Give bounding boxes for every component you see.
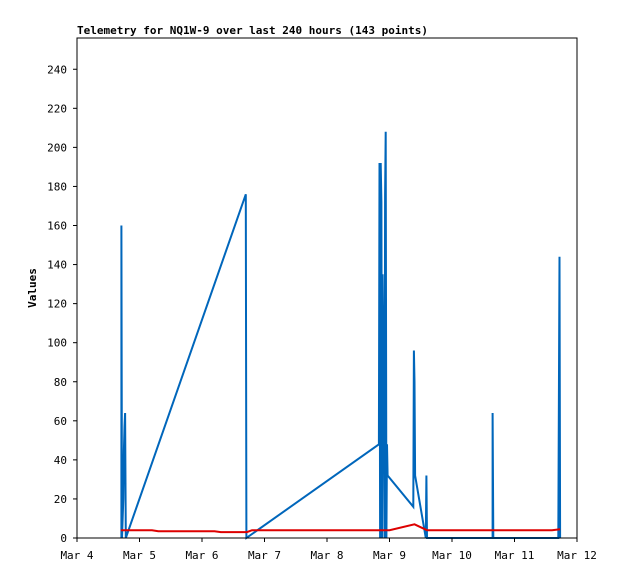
x-tick-label: Mar 10 [432, 549, 472, 562]
y-tick-label: 180 [47, 180, 67, 193]
plot-frame [76, 37, 578, 539]
y-tick-label: 40 [54, 454, 67, 467]
y-tick-label: 100 [47, 337, 67, 350]
x-tick-label: Mar 4 [60, 549, 93, 562]
x-tick-label: Mar 12 [557, 549, 597, 562]
y-tick-label: 220 [47, 102, 67, 115]
y-tick-label: 120 [47, 298, 67, 311]
series-line-blue [120, 131, 562, 540]
series-line-red [120, 523, 561, 534]
chart-title: Telemetry for NQ1W-9 over last 240 hours… [77, 24, 428, 37]
y-tick-label: 140 [47, 259, 67, 272]
y-ticks: 0 20 40 60 80 100 120 140 160 180 200 220 240 [47, 63, 77, 545]
x-tick-label: Mar 9 [373, 549, 406, 562]
y-tick-label: 0 [60, 532, 67, 545]
y-tick-label: 20 [54, 493, 67, 506]
y-tick-label: 160 [47, 220, 67, 233]
y-axis-label: Values [26, 268, 39, 308]
y-tick-label: 200 [47, 141, 67, 154]
x-tick-label: Mar 8 [310, 549, 343, 562]
x-tick-label: Mar 5 [123, 549, 156, 562]
x-tick-label: Mar 7 [248, 549, 281, 562]
y-tick-label: 60 [54, 415, 67, 428]
x-tick-label: Mar 11 [495, 549, 535, 562]
x-ticks: Mar 4 Mar 5 Mar 6 Mar 7 Mar 8 Mar 9 Mar 10 Mar … [60, 538, 597, 562]
y-tick-label: 240 [47, 63, 67, 76]
y-tick-label: 80 [54, 376, 67, 389]
x-tick-label: Mar 6 [185, 549, 218, 562]
